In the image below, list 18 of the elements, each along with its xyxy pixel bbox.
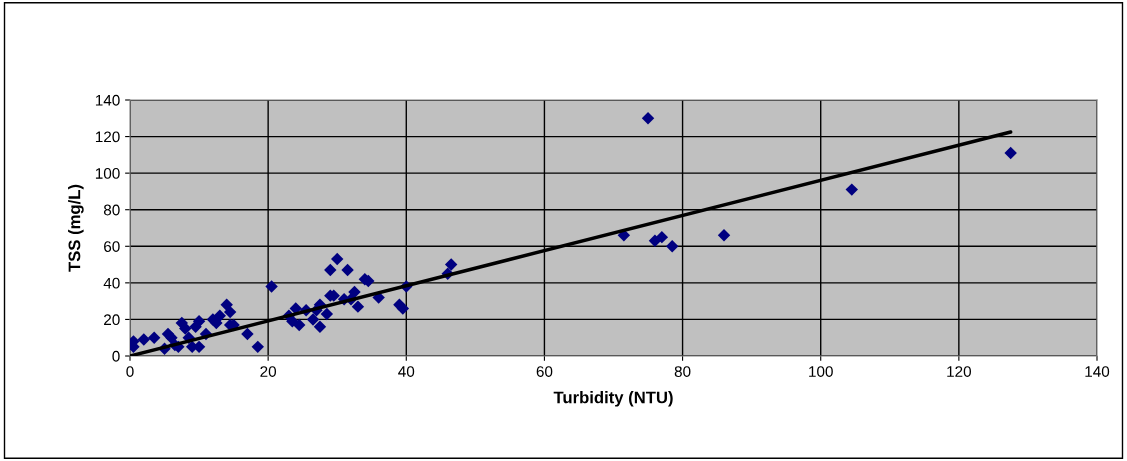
x-axis-title: Turbidity (NTU) <box>553 391 673 407</box>
y-tick-label: 20 <box>104 314 120 326</box>
y-tick-label: 60 <box>104 241 120 252</box>
x-tick-label: 20 <box>260 366 277 377</box>
x-tick-label: 40 <box>398 366 415 377</box>
y-tick-label: 140 <box>95 94 120 106</box>
x-tick-label: 100 <box>809 366 833 377</box>
y-tick-label: 80 <box>103 204 120 216</box>
y-tick-label: 100 <box>95 168 120 179</box>
x-tick-label: 140 <box>1085 366 1110 377</box>
x-tick-label: 60 <box>536 366 553 377</box>
y-tick-label: 120 <box>95 131 120 143</box>
y-axis-title: TSS (mg/L) <box>68 184 84 272</box>
y-tick-label: 0 <box>112 350 120 362</box>
y-tick-label: 40 <box>103 277 120 289</box>
x-tick-label: 120 <box>947 366 972 377</box>
x-tick-label: 0 <box>126 366 134 377</box>
x-tick-label: 80 <box>674 366 691 377</box>
